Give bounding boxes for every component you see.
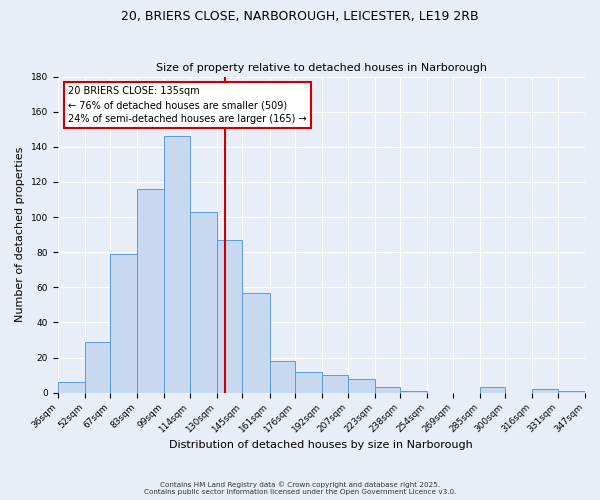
Bar (295, 372, 322, 392)
Bar (164, 136, 190, 392)
Bar (322, 375, 347, 392)
Y-axis label: Number of detached properties: Number of detached properties (15, 147, 25, 322)
Bar (480, 388, 505, 392)
Bar (137, 189, 164, 392)
Text: 20, BRIERS CLOSE, NARBOROUGH, LEICESTER, LE19 2RB: 20, BRIERS CLOSE, NARBOROUGH, LEICESTER,… (121, 10, 479, 23)
Text: Contains HM Land Registry data © Crown copyright and database right 2025.
Contai: Contains HM Land Registry data © Crown c… (144, 482, 456, 495)
Bar (85, 342, 110, 392)
Bar (374, 388, 400, 392)
Bar (242, 292, 269, 392)
Bar (110, 254, 137, 392)
Bar (558, 391, 585, 392)
Bar (269, 361, 295, 392)
Title: Size of property relative to detached houses in Narborough: Size of property relative to detached ho… (156, 63, 487, 73)
Bar (532, 389, 558, 392)
Bar (400, 391, 427, 392)
Bar (58, 382, 85, 392)
Bar (347, 378, 374, 392)
Bar (190, 212, 217, 392)
X-axis label: Distribution of detached houses by size in Narborough: Distribution of detached houses by size … (169, 440, 473, 450)
Bar (217, 240, 242, 392)
Text: 20 BRIERS CLOSE: 135sqm
← 76% of detached houses are smaller (509)
24% of semi-d: 20 BRIERS CLOSE: 135sqm ← 76% of detache… (68, 86, 307, 124)
